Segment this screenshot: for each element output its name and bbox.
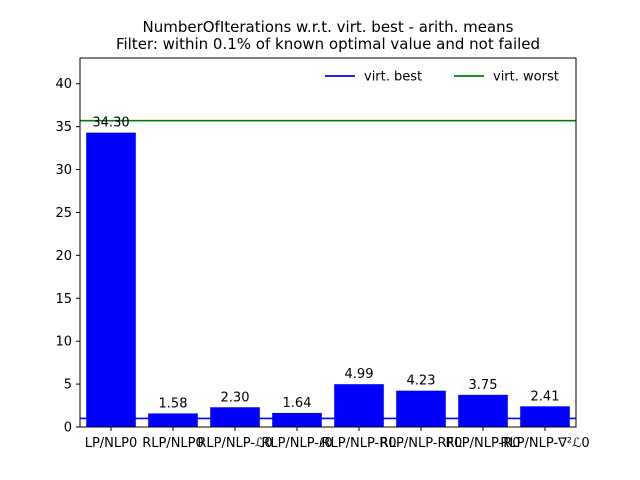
data-label: 34.30 [92, 116, 129, 131]
data-label: 4.23 [407, 374, 436, 389]
y-tick-label: 25 [55, 206, 72, 221]
bar [148, 413, 198, 427]
bar [396, 390, 446, 427]
data-label: 3.75 [469, 378, 498, 393]
x-tick-label: RLP/NLP-∇²ℒ0 [500, 436, 589, 451]
y-tick-label: 15 [55, 292, 72, 307]
y-tick-label: 20 [55, 249, 72, 264]
x-tick-label: RLP/NLP-ℓ0 [261, 436, 332, 451]
chart-title-line-1: NumberOfIterations w.r.t. virt. best - a… [142, 18, 513, 36]
y-tick-label: 30 [55, 163, 72, 178]
y-tick-label: 40 [55, 77, 72, 92]
legend-entry: virt. worst [493, 70, 559, 85]
axes-frame [79, 57, 577, 428]
bar [272, 412, 322, 427]
data-label: 4.99 [345, 367, 374, 382]
data-label: 2.41 [531, 389, 560, 404]
bar [210, 407, 260, 427]
plot-area: 34.30 1.58 2.30 1.64 4.99 4.23 3.75 2.41 0 5 10 15 2… [55, 57, 590, 451]
x-tick-label: RLP/NLP-R0 [321, 436, 396, 451]
data-label: 1.64 [283, 396, 312, 411]
y-tick-label: 5 [64, 378, 72, 393]
y-tick-label: 35 [55, 120, 72, 135]
data-label: 2.30 [221, 390, 250, 405]
data-label: 1.58 [159, 396, 188, 411]
x-tick-label: RLP/NLP-RF0 [380, 436, 463, 451]
x-tick-label: LP/NLP0 [85, 436, 138, 451]
x-tick-label: RLP/NLP0 [142, 436, 204, 451]
legend-entry: virt. best [364, 70, 422, 85]
y-tick-label: 10 [55, 335, 72, 350]
x-tick-label: RLP/NLP-R0 [445, 436, 520, 451]
bar [334, 384, 384, 427]
x-tick-label: RLP/NLP-ℒ0 [197, 436, 272, 451]
bar [86, 132, 136, 427]
bar [458, 394, 508, 427]
chart-title-line-2: Filter: within 0.1% of known optimal val… [116, 35, 540, 53]
y-tick-label: 0 [64, 421, 72, 436]
bar [520, 406, 570, 427]
